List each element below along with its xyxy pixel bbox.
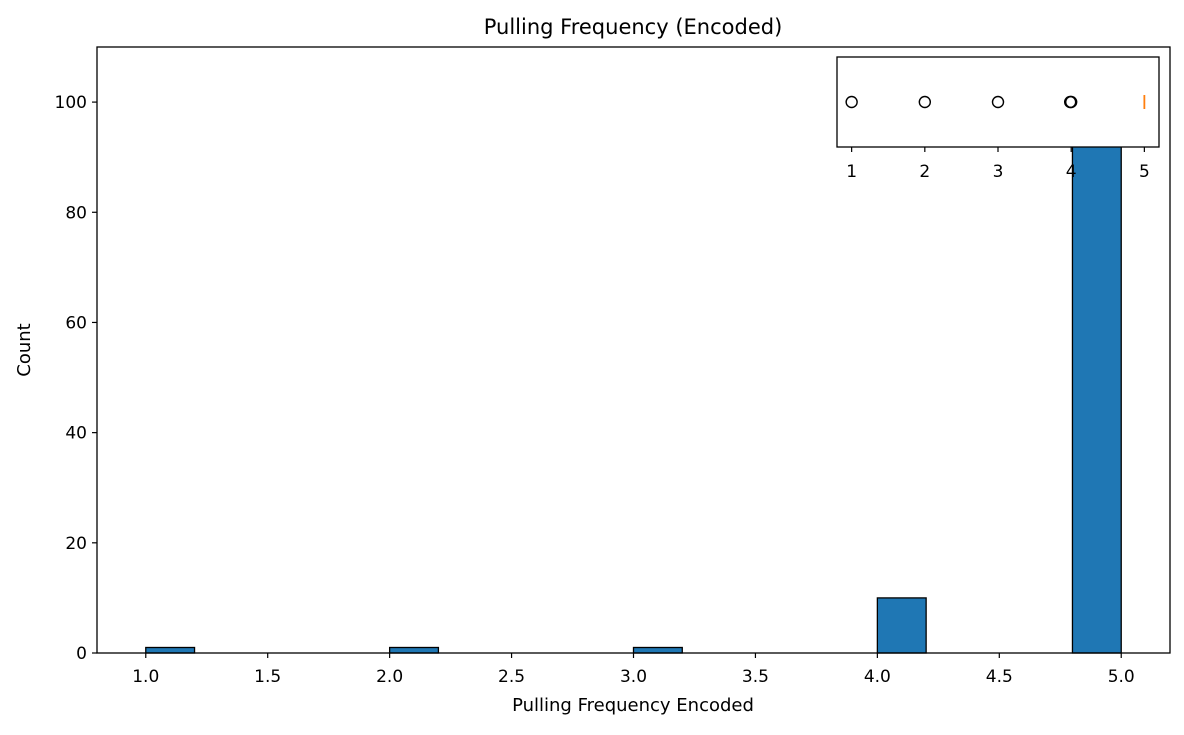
y-tick-label: 80 (65, 203, 87, 223)
histogram-bar-4 (876, 597, 927, 654)
y-tick-label: 20 (65, 534, 87, 554)
x-tick-label: 4.5 (986, 667, 1013, 687)
bars-group (145, 68, 1122, 654)
x-tick-label: 2.0 (376, 667, 403, 687)
chart-title: Pulling Frequency (Encoded) (484, 15, 783, 39)
x-tick-label: 5.0 (1108, 667, 1135, 687)
y-tick-label: 60 (65, 313, 87, 333)
boxplot-outlier (845, 95, 858, 109)
inset-x-tick-label: 4 (1066, 162, 1077, 182)
inset-marks (845, 95, 1146, 109)
inset-x-tick-label: 5 (1139, 162, 1150, 182)
y-axis-label: Count (14, 323, 35, 376)
x-tick-label: 1.5 (254, 667, 281, 687)
x-tick-label: 3.5 (742, 667, 769, 687)
x-tick-label: 4.0 (864, 667, 891, 687)
histogram-bar-5 (1071, 68, 1122, 654)
boxplot-outlier (1063, 95, 1077, 109)
x-axis-label: Pulling Frequency Encoded (512, 695, 754, 716)
histogram-bar-2 (388, 646, 440, 654)
x-tick-label: 2.5 (498, 667, 525, 687)
y-tick-label: 0 (76, 644, 87, 664)
y-tick-label: 100 (55, 93, 87, 113)
x-axis-ticks: 1.0 1.5 2.0 2.5 3.0 3.5 4.0 4.5 5.0 (132, 653, 1135, 687)
inset-x-tick-label: 3 (993, 162, 1004, 182)
inset-x-tick-label: 2 (919, 162, 930, 182)
inset-x-tick-label: 1 (846, 162, 857, 182)
histogram-bar-1 (145, 646, 196, 654)
boxplot-outlier (991, 95, 1005, 109)
histogram-bar-3 (632, 646, 683, 654)
inset-frame (836, 56, 1160, 148)
x-tick-label: 3.0 (620, 667, 647, 687)
boxplot-outlier (918, 95, 932, 109)
inset-x-ticks: 1 2 3 4 5 (846, 147, 1150, 182)
y-tick-label: 40 (65, 424, 87, 444)
boxplot-inset: 1 2 3 4 5 (836, 56, 1160, 182)
x-tick-label: 1.0 (132, 667, 159, 687)
plot-frame (96, 46, 1171, 654)
y-axis-ticks: 0 20 40 60 80 100 (55, 93, 97, 664)
